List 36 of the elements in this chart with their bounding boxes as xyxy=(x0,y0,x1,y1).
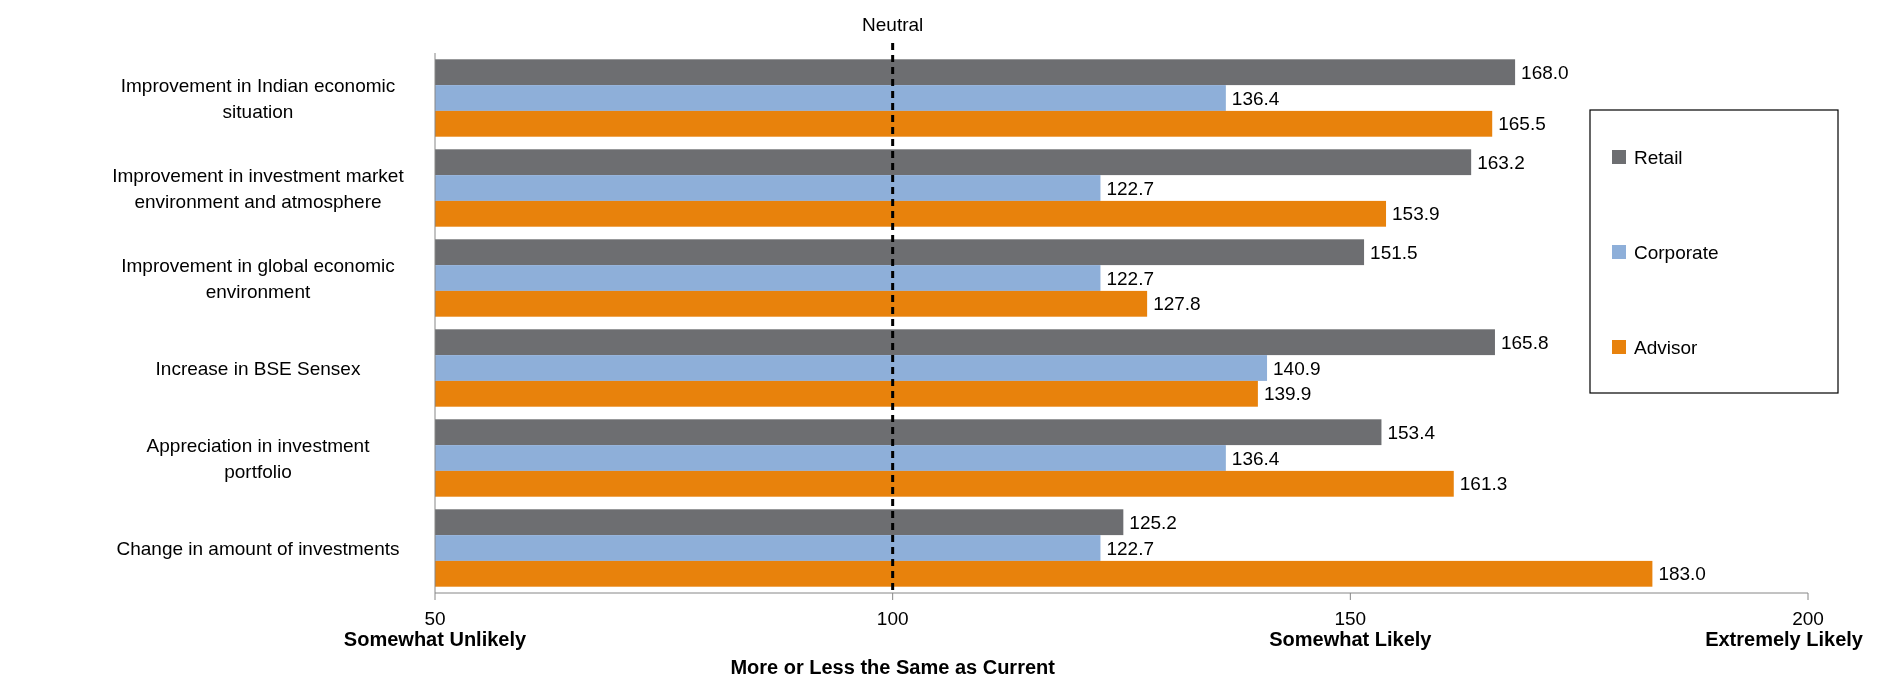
data-label: 183.0 xyxy=(1658,563,1706,585)
legend-label: Advisor xyxy=(1634,336,1699,358)
x-tick-label: 150 xyxy=(1334,608,1367,629)
y-tick-label: Appreciation in investment portfolio xyxy=(146,434,371,482)
data-label: 151.5 xyxy=(1370,241,1418,263)
data-label: 136.4 xyxy=(1231,447,1280,469)
data-label: 122.7 xyxy=(1106,267,1154,289)
text: Extremely Likely xyxy=(1705,628,1864,650)
y-tick-label: Change in amount of investments xyxy=(116,537,400,559)
data-label: 122.7 xyxy=(1106,537,1154,559)
ref-line-label: Neutral xyxy=(862,14,924,35)
data-label: 139.9 xyxy=(1263,383,1312,405)
text: Somewhat Unlikely xyxy=(343,628,528,650)
x-tick-label: 200 xyxy=(1792,608,1824,629)
text: Somewhat Likely xyxy=(1269,628,1433,650)
data-label: 165.8 xyxy=(1500,331,1549,353)
y-tick-label: Increase in BSE Sensex xyxy=(155,357,361,379)
y-tick-label: Improvement in Indian economic situation xyxy=(120,74,396,122)
legend-label: Corporate xyxy=(1634,241,1719,263)
data-label: 165.5 xyxy=(1498,113,1546,135)
data-label: 125.2 xyxy=(1129,511,1177,533)
y-tick-label: Improvement in investment market environment and atmosphere xyxy=(112,164,405,212)
data-label: 168.0 xyxy=(1521,61,1569,83)
x-tick-label: 50 xyxy=(424,608,446,629)
text: More or Less the Same as Current xyxy=(730,656,1056,678)
data-label: 136.4 xyxy=(1231,87,1280,109)
data-label: 127.8 xyxy=(1153,293,1201,315)
data-label: 122.7 xyxy=(1106,177,1154,199)
x-tick-label: 100 xyxy=(876,608,909,629)
y-tick-label: Improvement in global economic environment xyxy=(121,254,395,302)
data-label: 153.4 xyxy=(1387,421,1436,443)
legend-label: Retail xyxy=(1634,146,1683,168)
data-label: 161.3 xyxy=(1459,473,1508,495)
data-label: 153.9 xyxy=(1392,203,1440,225)
data-label: 163.2 xyxy=(1477,151,1525,173)
data-label: 140.9 xyxy=(1273,357,1321,379)
